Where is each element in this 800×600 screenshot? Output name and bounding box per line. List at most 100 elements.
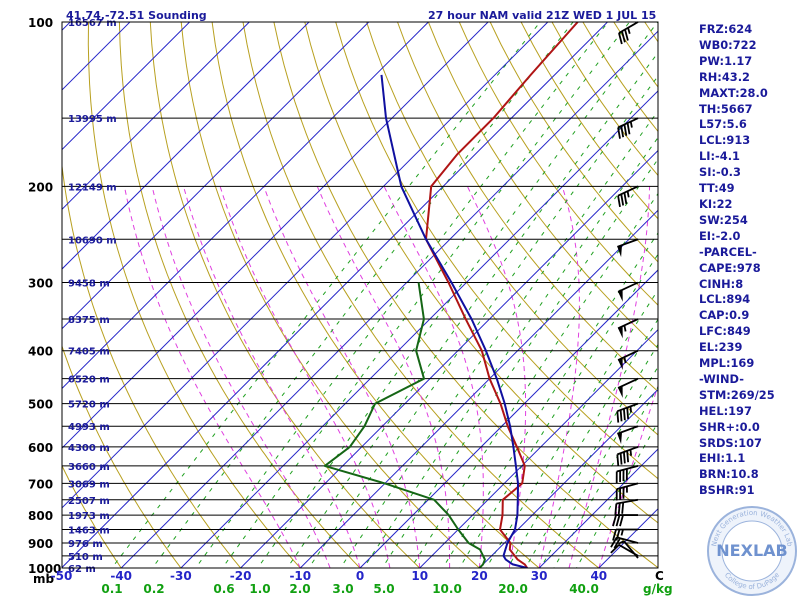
isotherm [62, 22, 608, 568]
index-item: KI:22 [699, 196, 733, 211]
wind-barb-full [616, 454, 620, 466]
wind-barb-full [620, 125, 625, 138]
wind-barb [612, 514, 638, 527]
model-valid-time: 27 hour NAM valid 21Z WED 1 JUL 15 [428, 9, 657, 22]
mixing-ratio-label: 1.0 [249, 582, 270, 596]
index-item: WB0:722 [699, 37, 757, 52]
temperature-tick-label: -20 [230, 569, 252, 583]
dry-adiabat [242, 22, 600, 568]
wind-barb-full [621, 502, 625, 514]
isotherm [180, 90, 658, 568]
height-label: 3069 m [68, 479, 110, 490]
isotherm [62, 22, 71, 31]
temperature-tick-label: 0 [356, 569, 364, 583]
isotherm [239, 149, 658, 568]
wind-barb-full [626, 450, 630, 463]
wind-barb-half [629, 449, 633, 456]
mixing-ratio-line [194, 22, 609, 568]
wind-barb-full [612, 514, 617, 527]
temperature-line [425, 22, 579, 568]
dry-adiabat [335, 22, 658, 480]
wind-barb-half [629, 121, 633, 128]
mixing-ratio-label: 10.0 [432, 582, 462, 596]
mixing-ratio-label: 2.0 [289, 582, 310, 596]
isotherm [478, 388, 658, 568]
mixing-ratio-label: 40.0 [569, 582, 599, 596]
moist-adiabat [123, 186, 301, 568]
pressure-label: 600 [28, 441, 53, 455]
wind-barb [615, 482, 639, 501]
temperature-tick-label: -10 [289, 569, 311, 583]
wind-barb-full [617, 127, 621, 139]
mixing-ratio-label: 5.0 [373, 582, 394, 596]
mixing-ratio-line [221, 22, 630, 568]
wind-barb-staff [616, 536, 639, 544]
wind-barb [617, 318, 639, 339]
dry-adiabat [489, 22, 658, 263]
dry-adiabat [62, 464, 122, 568]
wind-barb-staff [618, 21, 639, 34]
wind-barb-flag [618, 326, 623, 339]
wind-barb [617, 185, 639, 208]
pressure-label: 700 [28, 477, 53, 491]
mixing-ratio-line [339, 110, 658, 568]
wind-barb-staff [617, 446, 639, 456]
height-label: 12149 m [68, 182, 117, 193]
pressure-label: 300 [28, 277, 53, 291]
wind-barb-full [619, 453, 623, 465]
index-item: LFC:849 [699, 324, 751, 339]
height-label: 62 m [68, 564, 96, 575]
dry-adiabat [118, 22, 361, 568]
index-item: EL:239 [699, 340, 743, 355]
index-item: SHR+:0.0 [699, 419, 760, 434]
isotherm [62, 22, 250, 211]
temperature-tick-label: 30 [531, 569, 548, 583]
plot-frame [61, 21, 659, 569]
logo-text: NEXLAB [716, 541, 787, 560]
isotherm [62, 22, 489, 449]
mixing-ratio-line [308, 75, 658, 568]
isotherm [62, 22, 370, 330]
dry-adiabat [397, 22, 658, 393]
wind-barb-flag [618, 385, 623, 398]
index-item: -WIND- [699, 371, 744, 386]
wind-barb-half [617, 540, 625, 545]
index-item: PW:1.17 [699, 53, 753, 68]
index-item: RH:43.2 [699, 69, 750, 84]
pressure-label: 100 [28, 16, 53, 30]
wind-barb-half [627, 27, 631, 34]
mixing-ratio-unit: g/kg [643, 582, 673, 596]
wind-barb-flag [617, 432, 623, 445]
wind-barb [615, 464, 639, 483]
isotherm [62, 22, 190, 151]
wind-barb [617, 349, 639, 370]
wind-barb-flag [618, 357, 623, 370]
height-label: 8375 m [68, 315, 110, 326]
wind-barb-staff [617, 117, 639, 129]
wind-barb-full [623, 124, 628, 136]
wind-barb-full [624, 29, 629, 41]
wind-barb-staff [616, 464, 639, 473]
index-item: EHI:1.1 [699, 451, 746, 466]
index-item: EI:-2.0 [699, 228, 741, 243]
wind-barb-half [623, 356, 627, 364]
wind-barb-full [617, 502, 621, 515]
height-label: 976 m [68, 539, 103, 550]
dry-adiabat [180, 22, 481, 568]
index-item: CAP:0.9 [699, 308, 750, 323]
height-label: 3660 m [68, 462, 110, 473]
y-axis-unit: mb [33, 572, 55, 586]
height-label: 2507 m [68, 496, 110, 507]
wind-barb [617, 117, 639, 139]
index-item: MPL:169 [699, 356, 755, 371]
temperature-unit: C [655, 569, 664, 583]
moist-adiabat [568, 186, 651, 568]
wind-barb-half [626, 191, 630, 198]
isotherm [299, 209, 658, 568]
isotherm [359, 269, 658, 568]
wind-barb-full [626, 407, 630, 420]
wind-barb [610, 544, 639, 557]
wind-barb-staff [616, 482, 639, 490]
wind-barb [617, 281, 639, 302]
height-label: 9458 m [68, 279, 110, 290]
